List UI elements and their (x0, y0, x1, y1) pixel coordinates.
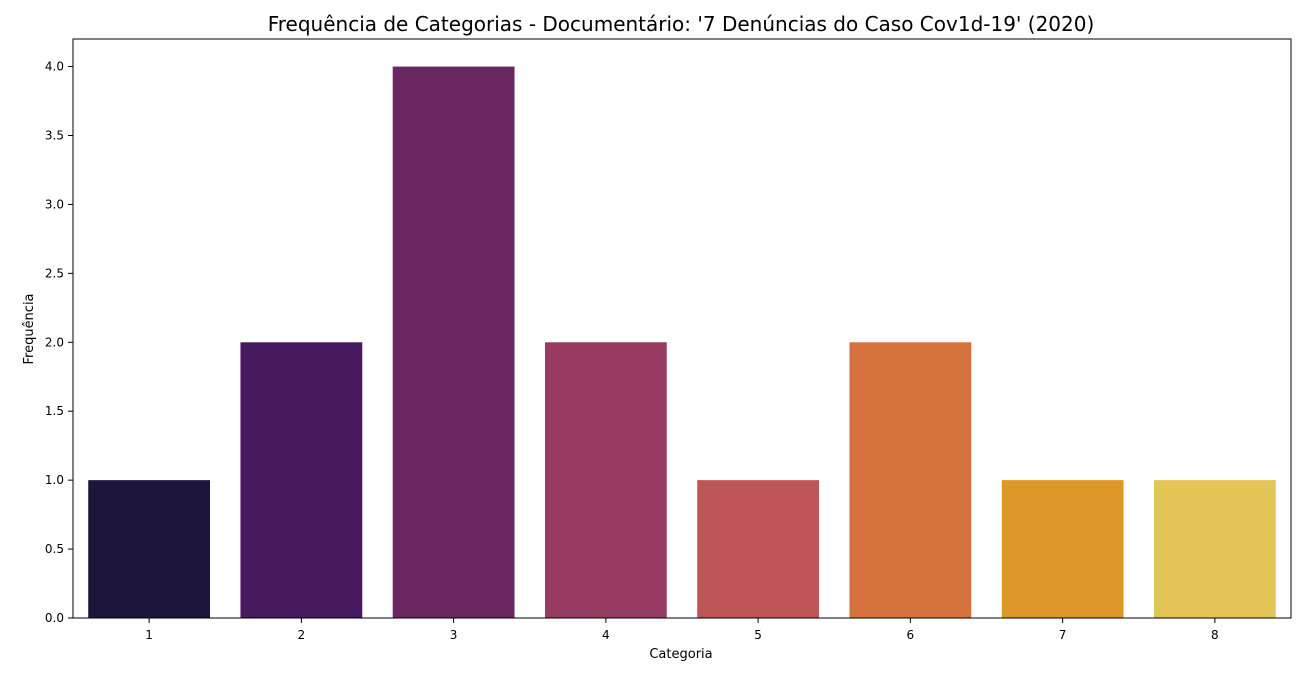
bar-category-7 (1001, 480, 1124, 618)
y-tick-label: 2.5 (45, 266, 64, 280)
x-tick-label: 6 (907, 628, 915, 642)
y-tick-label: 3.0 (45, 197, 64, 211)
plot-frame (72, 38, 1292, 619)
x-tick-label: 5 (754, 628, 762, 642)
y-tick-label: 3.5 (45, 129, 64, 143)
chart-title: Frequência de Categorias - Documentário:… (268, 12, 1095, 36)
x-axis-label: Categoria (649, 647, 712, 662)
bar-category-4 (544, 342, 667, 618)
bar-category-5 (697, 480, 820, 618)
y-tick-label: 4.0 (45, 60, 64, 74)
bar-category-3 (392, 66, 515, 619)
x-tick-label: 8 (1211, 628, 1219, 642)
y-tick-label: 0.0 (45, 611, 64, 625)
y-tick-label: 1.0 (45, 473, 64, 487)
x-tick-label: 7 (1059, 628, 1067, 642)
bar-category-1 (88, 480, 211, 618)
bar-category-6 (849, 342, 972, 618)
bars-layer (88, 66, 1276, 619)
x-axis: 1 2 3 4 5 6 7 8 (145, 618, 1219, 642)
y-axis-label: Frequência (22, 293, 37, 364)
y-tick-label: 2.0 (45, 335, 64, 349)
bar-category-2 (240, 342, 363, 618)
y-axis: 0.0 0.5 1.0 1.5 2.0 2.5 3.0 3.5 4.0 (45, 60, 73, 625)
x-tick-label: 2 (298, 628, 306, 642)
y-tick-label: 0.5 (45, 542, 64, 556)
x-tick-label: 1 (145, 628, 153, 642)
x-tick-label: 4 (602, 628, 610, 642)
bar-category-8 (1153, 480, 1276, 618)
x-tick-label: 3 (450, 628, 458, 642)
y-tick-label: 1.5 (45, 404, 64, 418)
